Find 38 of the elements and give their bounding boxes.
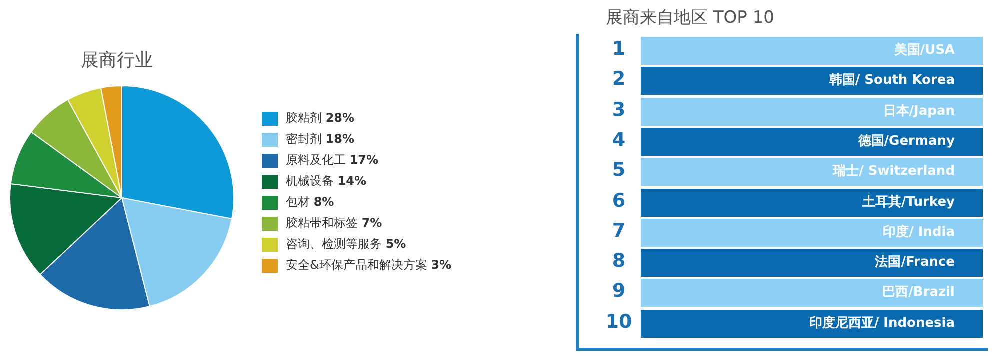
category-label: 韩国/ South Korea [641,67,983,96]
data-label: 4 [611,128,627,151]
data-label: 14% [338,174,367,188]
data-label: 8 [611,250,627,272]
category-label: 日本/Japan [641,98,983,126]
data-label: 2 [611,68,627,90]
category-label: 印度/ India [641,218,983,247]
legend-label: 咨询、检测等服务 [286,237,382,251]
legend-label: 机械设备 [286,174,334,188]
legend-label: 包材 [286,195,310,209]
category-label: 法国/France [641,249,983,278]
legend-label: 胶粘剂 [286,111,322,125]
data-label: 7% [362,216,382,230]
legend-label: 安全&环保产品和解决方案 [286,258,428,272]
legend-label: 原料及化工 [286,153,346,167]
data-label: 8% [314,195,334,209]
category-label: 美国/USA [641,37,983,65]
data-label: 17% [350,153,379,167]
category-label: 土耳其/Turkey [641,188,983,216]
category-label: 巴西/Brazil [641,279,983,308]
text: 展商来自地区 TOP 10 [606,7,774,29]
data-label: 7 [611,220,627,242]
data-label: 3% [431,258,452,272]
data-label: 18% [326,132,355,146]
chart-title: 展商行业 [80,49,154,72]
data-label: 1 [611,38,627,60]
data-label: 6 [611,190,627,212]
data-label: 5% [386,237,406,251]
data-label: 28% [326,111,355,125]
data-label: 3 [611,98,627,121]
category-label: 德国/Germany [641,128,983,156]
legend-label: 胶粘带和标签 [286,216,358,230]
category-label: 印度尼西亚/ Indonesia [641,310,983,338]
data-label: 9 [611,280,627,302]
category-label: 瑞士/ Switzerland [641,158,983,186]
data-label: 10 [604,310,634,333]
data-label: 5 [611,159,627,182]
legend-label: 密封剂 [286,132,322,146]
